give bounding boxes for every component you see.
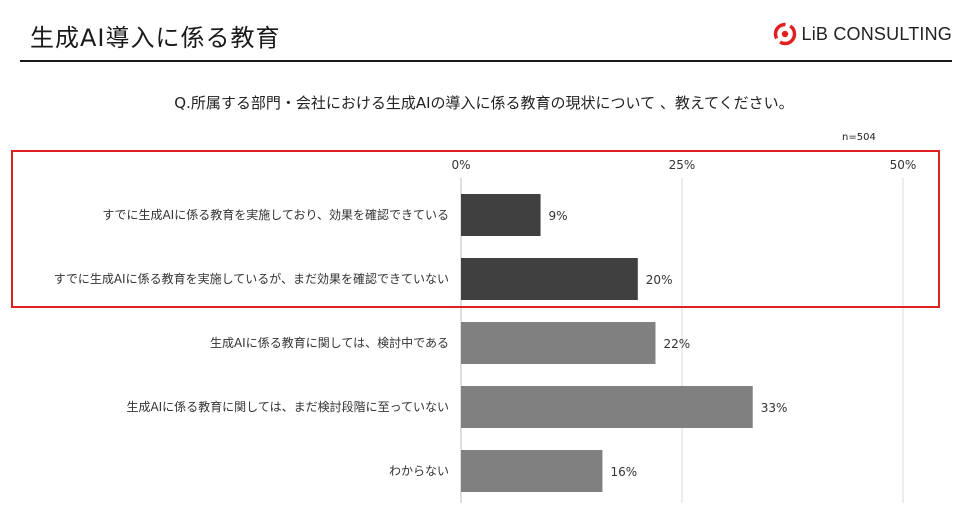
- category-label: 生成AIに係る教育に関しては、検討中である: [210, 335, 449, 350]
- category-label: すでに生成AIに係る教育を実施しているが、まだ効果を確認できていない: [54, 271, 449, 286]
- sample-size-note: n=504: [842, 132, 876, 143]
- bar: [461, 322, 656, 364]
- data-label: 16%: [610, 465, 637, 479]
- category-label: すでに生成AIに係る教育を実施しており、効果を確認できている: [102, 207, 449, 222]
- bar: [461, 258, 638, 300]
- bar: [461, 450, 603, 492]
- highlight-box: [11, 150, 940, 308]
- x-tick-label: 25%: [669, 158, 696, 172]
- data-label: 20%: [646, 273, 673, 287]
- survey-question: Q.所属する部門・会社における生成AIの導入に係る教育の現状について 、教えてく…: [174, 94, 794, 112]
- category-label: わからない: [389, 464, 449, 478]
- data-label: 33%: [761, 401, 788, 415]
- company-logo: LiB CONSULTING: [773, 22, 953, 46]
- data-label: 9%: [549, 209, 568, 223]
- page-title: 生成AI導入に係る教育: [30, 24, 281, 52]
- logo-mark-icon: [773, 22, 796, 46]
- logo-text: LiB CONSULTING: [801, 23, 952, 44]
- data-label: 22%: [663, 337, 690, 351]
- bar: [461, 386, 753, 428]
- x-tick-label: 0%: [451, 158, 470, 172]
- category-label: 生成AIに係る教育に関しては、まだ検討段階に至っていない: [126, 399, 449, 414]
- bar: [461, 194, 541, 236]
- x-tick-label: 50%: [890, 158, 917, 172]
- title-underline: [20, 60, 952, 62]
